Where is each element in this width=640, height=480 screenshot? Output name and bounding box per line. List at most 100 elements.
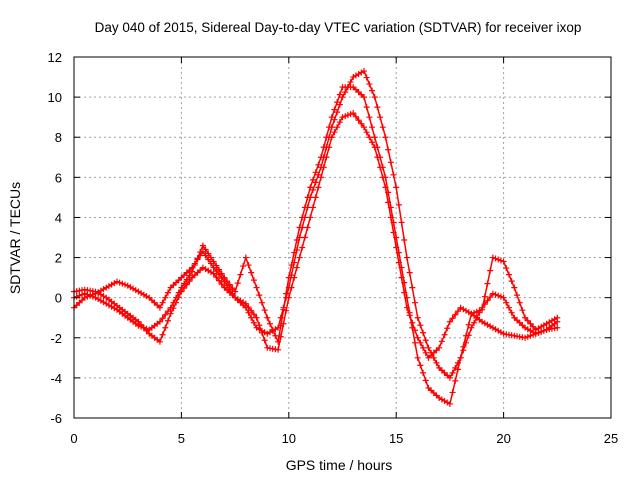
data-point [245, 262, 252, 269]
data-point [414, 354, 421, 361]
data-point [320, 164, 327, 171]
data-point [320, 144, 327, 151]
data-point [215, 277, 222, 284]
data-point [240, 263, 247, 270]
data-point [395, 259, 402, 266]
data-point [527, 320, 534, 327]
data-point [511, 284, 518, 291]
data-point [256, 322, 263, 329]
data-point [323, 154, 330, 161]
data-point [463, 332, 470, 339]
data-point [326, 124, 333, 131]
data-point [253, 314, 260, 321]
data-point [530, 323, 537, 330]
y-axis-label: SDTVAR / TECUs [7, 182, 23, 294]
data-point [205, 250, 212, 257]
data-point [403, 254, 410, 261]
data-point [89, 293, 96, 300]
data-point [342, 89, 349, 96]
data-point [250, 311, 257, 318]
data-point [237, 271, 244, 278]
x-tick-label: 10 [282, 431, 296, 446]
data-point [159, 331, 166, 338]
data-point [242, 254, 249, 261]
tick-layer [73, 56, 612, 419]
series-track-a [71, 68, 561, 381]
data-point [218, 281, 225, 288]
x-tick-label: 0 [70, 431, 77, 446]
x-tick-label: 25 [604, 431, 618, 446]
data-point [173, 299, 180, 306]
data-point [374, 154, 381, 161]
data-point [369, 87, 376, 94]
data-point [409, 319, 416, 326]
data-point [326, 144, 333, 151]
data-point [250, 319, 257, 326]
data-point [449, 389, 456, 396]
data-point [377, 164, 384, 171]
data-point [476, 307, 483, 314]
data-point [218, 270, 225, 277]
data-point [248, 307, 255, 314]
data-point [444, 325, 451, 332]
data-point [489, 290, 496, 297]
data-point [328, 114, 335, 121]
data-point [285, 294, 292, 301]
data-point [328, 134, 335, 141]
data-point [535, 329, 542, 336]
data-point [197, 249, 204, 256]
data-point [318, 154, 325, 161]
data-point [516, 299, 523, 306]
data-point [446, 374, 453, 381]
data-point [360, 68, 367, 75]
data-point [524, 333, 531, 340]
data-point [484, 297, 491, 304]
data-point [363, 129, 370, 136]
data-point [371, 134, 378, 141]
data-point [409, 284, 416, 291]
y-tick-label: 0 [55, 291, 62, 306]
data-point [283, 290, 290, 297]
data-point [301, 234, 308, 241]
data-point [224, 278, 231, 285]
data-point [457, 354, 464, 361]
data-point [371, 94, 378, 101]
data-point [487, 267, 494, 274]
data-point [288, 284, 295, 291]
data-point [73, 293, 80, 300]
data-point [484, 280, 491, 287]
data-point [226, 281, 233, 288]
data-point [360, 94, 367, 101]
data-point [143, 327, 150, 334]
data-point [229, 285, 236, 292]
data-point [277, 333, 284, 340]
data-point [395, 201, 402, 208]
data-point [473, 308, 480, 315]
data-point [398, 274, 405, 281]
data-point [417, 322, 424, 329]
data-point [425, 344, 432, 351]
data-point [503, 265, 510, 272]
data-point [269, 326, 276, 333]
data-point [156, 318, 163, 325]
data-point [446, 318, 453, 325]
data-point [315, 184, 322, 191]
data-point [178, 288, 185, 295]
data-point [481, 293, 488, 300]
data-point [215, 266, 222, 273]
data-point [460, 343, 467, 350]
data-point [522, 314, 529, 321]
data-point [288, 262, 295, 269]
y-tick-label: 2 [55, 251, 62, 266]
data-point [159, 315, 166, 322]
data-point [87, 292, 94, 299]
data-point [175, 294, 182, 301]
data-point [301, 204, 308, 211]
data-point [358, 120, 365, 127]
data-point [468, 324, 475, 331]
data-point [495, 292, 502, 299]
data-point [331, 106, 338, 113]
data-point [487, 294, 494, 301]
data-point [250, 277, 257, 284]
data-point [414, 314, 421, 321]
